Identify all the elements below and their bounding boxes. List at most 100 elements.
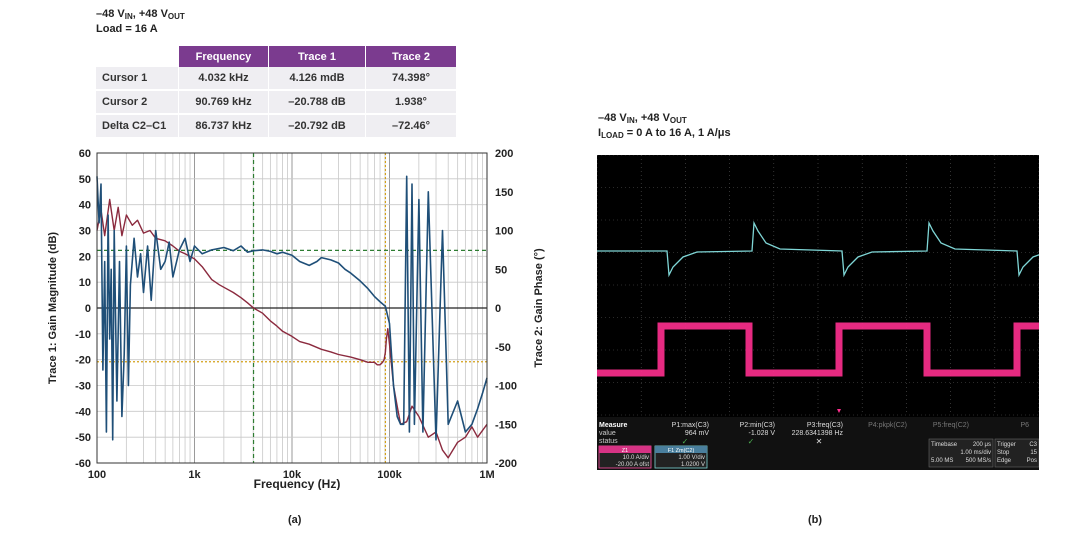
conditions-b: –48 VIN, +48 VOUT ILOAD = 0 A to 16 A, 1… [598, 112, 731, 142]
y-tick-label: 30 [79, 226, 91, 238]
measure-name: P6 [1020, 422, 1029, 429]
y-tick-label: -50 [75, 432, 91, 444]
y-tick-label: -60 [75, 458, 91, 470]
y-axis-label: Trace 1: Gain Magnitude (dB) [47, 232, 59, 385]
trigger-mode: Stop [997, 450, 1010, 456]
y2-tick-label: -100 [495, 381, 517, 393]
caption-b: (b) [808, 514, 823, 526]
conditions-a: –48 VIN, +48 VOUT Load = 16 A [96, 8, 185, 36]
table-cell: 86.737 kHz [178, 114, 269, 139]
channel-box-header [655, 446, 707, 453]
y2-tick-label: -50 [495, 342, 511, 354]
plot-series [96, 175, 488, 459]
plot-frame [96, 152, 488, 464]
channel-offset: 1.0200 V [681, 462, 705, 468]
y-tick-label: -40 [75, 406, 91, 418]
measure-status: ✓ [748, 437, 755, 446]
timebase-rate: 500 MS/s [966, 458, 991, 464]
y2-axis-label: Trace 2: Gain Phase (°) [533, 248, 545, 368]
trigger-type: Edge [997, 458, 1012, 464]
trigger-slope: Pos [1027, 458, 1037, 464]
measure-row-label: Measure [599, 422, 628, 429]
y-tick-label: -30 [75, 381, 91, 393]
measure-value: -1.028 V [749, 430, 776, 437]
y-tick-label: 10 [79, 277, 91, 289]
bode-plot: -60-50-40-30-20-100102030405060-200-150-… [47, 148, 545, 490]
y2-tick-label: 50 [495, 264, 507, 276]
y-tick-label: 40 [79, 200, 91, 212]
header-cell: Frequency [178, 46, 269, 67]
cursor-table-header: Frequency Trace 1 Trace 2 [96, 46, 457, 67]
x-tick-label: 100k [377, 469, 402, 481]
y2-tick-label: 0 [495, 303, 501, 315]
table-cell: Cursor 2 [96, 90, 179, 115]
channel-name: F1 Zm(C2) [668, 448, 695, 454]
timebase-label: Timebase [931, 442, 958, 448]
table-cell: –72.46° [365, 114, 457, 139]
table-row: Delta C2–C1 86.737 kHz –20.792 dB –72.46… [96, 114, 457, 139]
plot-grid [96, 152, 487, 464]
conditions-a-line1: –48 VIN, +48 VOUT [96, 8, 185, 21]
y-tick-label: 20 [79, 251, 91, 263]
header-cell: Trace 2 [365, 46, 457, 67]
table-cell: 1.938° [365, 90, 457, 115]
plot-axes: -60-50-40-30-20-100102030405060-200-150-… [75, 148, 517, 481]
measure-status: ✕ [816, 437, 823, 446]
trace-c3 [597, 322, 1039, 377]
measure-value: 228.6341398 Hz [792, 430, 844, 437]
channel-offset: -20.00 A ofst [616, 462, 650, 468]
conditions-a-line2: Load = 16 A [96, 23, 158, 35]
channel-scale: 1.00 V/div [678, 455, 705, 461]
trigger-level: 15 [1030, 450, 1037, 456]
y2-tick-label: -150 [495, 419, 517, 431]
y-tick-label: -20 [75, 355, 91, 367]
channel-name: Z1 [622, 448, 628, 454]
conditions-b-line2: ILOAD = 0 A to 16 A, 1 A/μs [598, 127, 731, 140]
trace-c2 [597, 220, 1039, 278]
measure-name: P2:min(C3) [740, 422, 775, 429]
series-trace2-phase [96, 175, 488, 441]
trigger-box [994, 438, 1039, 468]
table-row: Cursor 2 90.769 kHz –20.788 dB 1.938° [96, 90, 457, 115]
timebase-box [928, 438, 994, 468]
timebase-samples: 5.00 MS [931, 458, 953, 464]
table-cell: Cursor 1 [96, 67, 179, 91]
timebase-value: 200 μs [973, 442, 991, 448]
table-cell: –20.788 dB [268, 90, 366, 115]
measure-name: P4:pkpk(C2) [868, 422, 907, 429]
y2-tick-label: 100 [495, 226, 513, 238]
conditions-b-line1: –48 VIN, +48 VOUT [598, 112, 687, 125]
y2-tick-label: -200 [495, 458, 517, 470]
cursor-table: Frequency Trace 1 Trace 2 Cursor 1 4.032… [96, 46, 457, 139]
scope-traces [597, 220, 1039, 413]
channel-scale: 10.0 A/div [623, 455, 649, 461]
trigger-label: Trigger [997, 442, 1016, 448]
table-cell: 4.032 kHz [178, 67, 269, 91]
header-cell: Trace 1 [268, 46, 366, 67]
trigger-channel: C3 [1029, 442, 1037, 448]
measure-status: ✓ [682, 437, 689, 446]
table-cell: 90.769 kHz [178, 90, 269, 115]
table-cell: 74.398° [365, 67, 457, 91]
header-cell [96, 46, 179, 67]
measure-name: P3:freq(C3) [807, 422, 843, 429]
measure-value: 964 mV [685, 430, 709, 437]
table-row: Cursor 1 4.032 kHz 4.126 mdB 74.398° [96, 67, 457, 91]
x-axis-label: Frequency (Hz) [254, 477, 341, 490]
table-cell: 4.126 mdB [268, 67, 366, 91]
x-tick-label: 1k [188, 469, 201, 481]
x-tick-label: 100 [88, 469, 106, 481]
measure-row-label: value [599, 430, 616, 437]
y-tick-label: 60 [79, 148, 91, 160]
measure-name: P5:freq(C2) [933, 422, 969, 429]
x-tick-label: 1M [479, 469, 494, 481]
table-cell: –20.792 dB [268, 114, 366, 139]
y-tick-label: -10 [75, 329, 91, 341]
measure-row-label: status [599, 438, 618, 445]
measure-name: P1:max(C3) [672, 422, 709, 429]
y-tick-label: 0 [85, 303, 91, 315]
y2-tick-label: 150 [495, 187, 513, 199]
y-tick-label: 50 [79, 174, 91, 186]
